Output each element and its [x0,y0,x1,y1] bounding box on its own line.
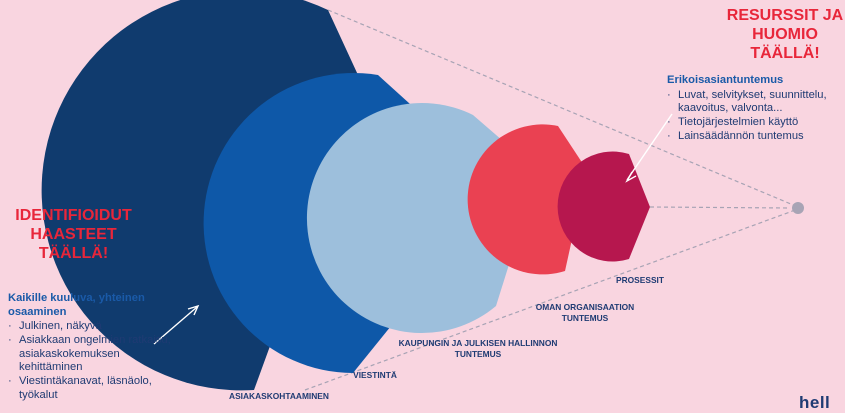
perspective-line-mid [649,206,791,209]
vanishing-point [792,202,804,214]
callout-resources-line: RESURSSIT JA [726,7,844,24]
callout-resources-line: HUOMIO [752,25,818,43]
arrow-expertise [626,113,673,181]
expertise-item: Luvat, selvitykset, suunnittelu, kaavoit… [667,89,845,116]
expertise-item: Lainsäädännön tuntemus [667,130,845,144]
common-skills-heading: Kaikille kuuluva, yhteinen osaaminen [8,292,145,318]
callout-resources-line: TÄÄLLÄ! [750,44,820,62]
common-skills-block: Kaikille kuuluva, yhteinen osaaminen Jul… [8,292,178,402]
level-shape-oman-organisaatio [467,124,585,275]
arrow-common-head [187,304,200,316]
callout-challenges-line: TÄÄLLÄ! [38,244,109,262]
callout-resources: RESURSSIT JA HUOMIO TÄÄLLÄ! [725,7,845,64]
perspective-line-bottom [304,208,799,391]
callout-challenges-line: IDENTIFIOIDUT [15,207,132,224]
helsinki-logo: hell [799,393,831,412]
common-skills-item: Julkinen, näkyvä [8,320,178,334]
level-label-prosessit: PROSESSIT [616,275,664,285]
common-skills-item: Asiakkaan ongelmien ratkaisu, asiakaskok… [8,334,178,375]
arrow-expertise-head [625,171,637,183]
expertise-list: Luvat, selvitykset, suunnittelu, kaavoit… [667,89,845,144]
level-label-asiakaskohtaaminen: ASIAKASKOHTAAMINEN [229,391,329,401]
expertise-heading: Erikoisasiantuntemus [667,74,784,86]
level-label-oman-organisaatio: OMAN ORGANISAATION TUNTEMUS [535,302,635,323]
common-skills-list: Julkinen, näkyvä Asiakkaan ongelmien rat… [8,320,178,402]
expertise-block: Erikoisasiantuntemus Luvat, selvitykset,… [667,74,845,143]
callout-challenges: IDENTIFIOIDUT HAASTEET TÄÄLLÄ! [0,207,147,264]
common-skills-item: Viestintäkanavat, läsnäolo, työkalut [8,375,178,402]
level-label-kaupungin: KAUPUNGIN JA JULKISEN HALLINNON TUNTEMUS [398,338,558,359]
callout-challenges-line: HAASTEET [30,225,117,243]
perspective-line-top [327,9,799,208]
level-shape-kaupungin [306,103,525,334]
level-label-viestinta: VIESTINTÄ [353,370,397,380]
expertise-item: Tietojärjestelmien käyttö [667,116,845,130]
